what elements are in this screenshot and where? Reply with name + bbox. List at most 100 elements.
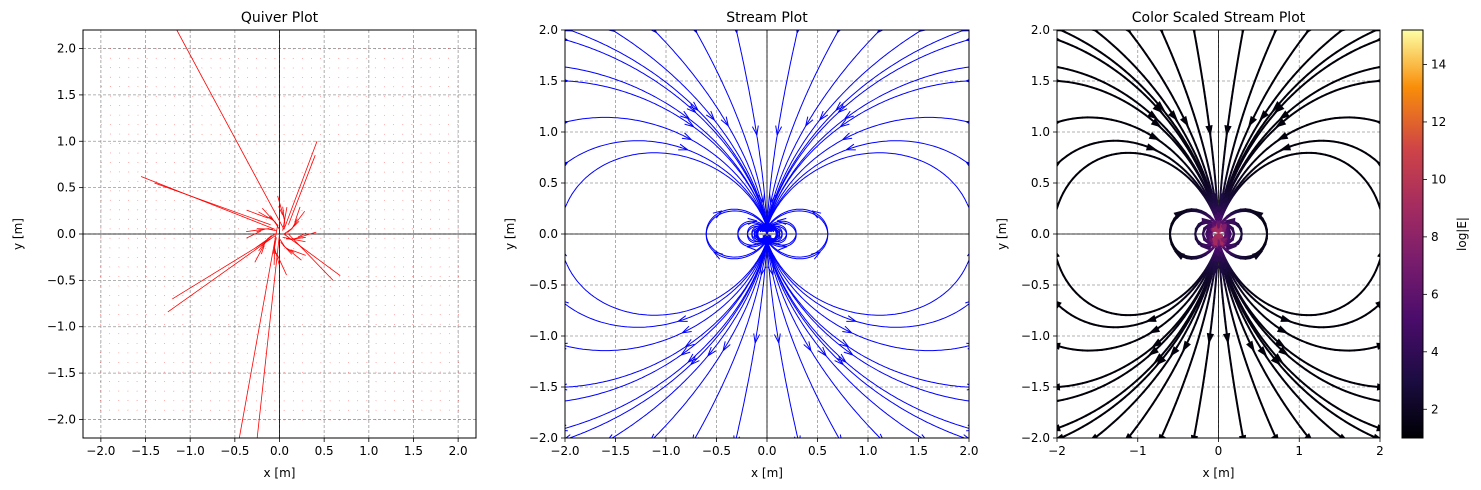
quiver-arrow — [256, 181, 258, 183]
streamline — [735, 30, 738, 33]
quiver-arrow — [375, 409, 377, 411]
quiver-arrow — [348, 352, 350, 354]
streamline — [958, 30, 966, 33]
quiver-arrow — [338, 333, 340, 335]
quiver-arrow — [374, 199, 376, 201]
streamline — [565, 427, 568, 429]
quiver-arrow — [265, 209, 267, 212]
streamline — [958, 435, 966, 438]
quiver-arrow — [182, 419, 184, 421]
quiver-arrow — [412, 275, 414, 278]
quiver-arrow — [128, 199, 130, 201]
streamline-arrow — [819, 110, 829, 121]
streamline — [735, 435, 738, 438]
quiver-arrow — [375, 381, 377, 383]
streamline-segment — [1236, 405, 1240, 414]
streamline — [574, 31, 768, 228]
streamline — [565, 258, 568, 265]
quiver-arrow — [173, 390, 175, 392]
quiver-arrow — [374, 67, 376, 69]
streamline-segment — [1200, 72, 1204, 81]
color-stream-plot: −2 −1 0 1 2−2.0−1.5−1.0−0.50.00.51.01.52.0 C… — [995, 10, 1384, 480]
quiver-arrow — [200, 409, 202, 411]
quiver-arrow — [210, 86, 212, 88]
quiver-arrow — [347, 86, 349, 88]
quiver-arrow — [173, 256, 175, 258]
quiver-arrow — [173, 57, 176, 59]
quiver-arrow — [200, 362, 202, 364]
quiver-arrow — [448, 285, 450, 287]
streamline-segment — [1199, 66, 1203, 75]
stream-ylabel: y [m] — [503, 218, 517, 250]
quiver-arrow — [366, 419, 368, 421]
streamline-arrow — [687, 353, 697, 363]
streamline-segment — [1196, 48, 1200, 57]
quiver-arrow — [356, 114, 358, 116]
xtick-label: 1.5 — [404, 444, 423, 458]
quiver-arrow — [329, 143, 331, 145]
quiver-long-arrow — [140, 176, 276, 230]
quiver-arrow — [302, 286, 304, 288]
streamline — [611, 435, 616, 438]
streamline-arrow — [1145, 314, 1157, 322]
quiver-arrow — [402, 276, 405, 278]
streamline-segment — [1054, 440, 1056, 441]
quiver-arrow — [384, 209, 386, 211]
quiver-arrow — [365, 95, 367, 97]
quiver-arrow — [329, 314, 331, 316]
streamline-segment — [1210, 314, 1214, 323]
streamline — [766, 116, 968, 228]
streamline-arrow — [965, 301, 969, 308]
quiver-arrow — [311, 305, 313, 307]
streamline — [766, 31, 919, 228]
streamline — [565, 121, 568, 123]
quiver-arrow — [136, 266, 138, 268]
quiver-arrow — [375, 400, 377, 402]
streamline — [966, 345, 969, 347]
streamline-segment — [1197, 54, 1201, 63]
quiver-arrow — [278, 206, 283, 215]
quiver-arrow — [366, 409, 368, 411]
quiver-arrow — [173, 419, 175, 421]
quiver-arrow — [329, 218, 331, 220]
quiver-arrow — [192, 209, 194, 211]
quiver-arrow — [338, 381, 340, 383]
quiver-arrow — [146, 190, 148, 192]
stream-frame — [564, 29, 970, 439]
quiver-arrow — [155, 57, 157, 59]
quiver-arrow — [356, 48, 358, 50]
streamline — [565, 162, 568, 165]
quiver-arrow — [357, 381, 359, 383]
streamline — [566, 116, 768, 228]
streamline-segment — [1089, 26, 1093, 29]
streamline-arrow — [970, 210, 976, 220]
streamline-segment — [1240, 428, 1244, 437]
streamline-segment — [1220, 284, 1224, 293]
streamline-segment — [1208, 171, 1212, 180]
quiver-arrow — [191, 362, 193, 364]
quiver-arrow — [347, 76, 349, 78]
quiver-arrow — [320, 324, 322, 326]
quiver-arrow — [320, 295, 322, 297]
quiver-long-arrow — [172, 238, 271, 300]
streamline-segment — [1227, 114, 1231, 124]
streamline-segment — [1264, 234, 1268, 243]
quiver-arrow — [448, 190, 450, 192]
streamline-arrow — [1182, 340, 1191, 353]
streamline-segment — [1202, 312, 1207, 321]
quiver-arrow — [219, 324, 221, 326]
quiver-arrow — [374, 95, 376, 97]
streamline-arrow — [565, 79, 569, 83]
quiver-arrow — [210, 124, 212, 126]
quiver-arrow — [238, 171, 240, 173]
ytick-label: 1.5 — [57, 88, 76, 102]
streamline-segment — [1053, 300, 1054, 301]
streamline — [566, 140, 768, 228]
quiver-arrow — [319, 218, 321, 220]
streamline-segment — [1382, 300, 1383, 301]
streamline-segment — [1231, 84, 1235, 93]
streamline-arrow — [1278, 346, 1290, 356]
quiver-arrow — [200, 390, 202, 392]
streamline-arrow — [651, 433, 658, 438]
streamline-arrow — [677, 315, 688, 322]
